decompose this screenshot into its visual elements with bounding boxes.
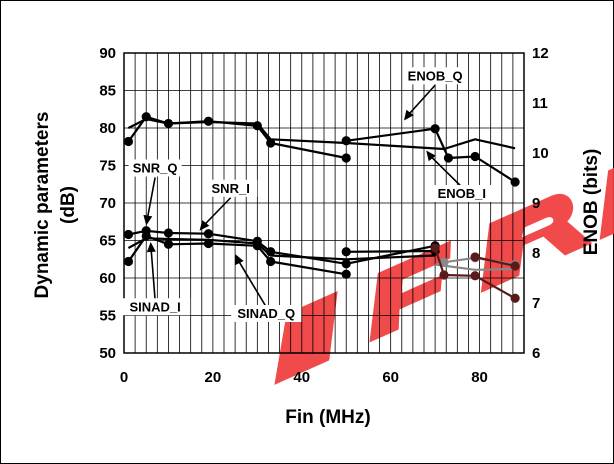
y-left-tick-label: 60 xyxy=(99,270,116,287)
data-point xyxy=(203,238,214,249)
annotation-label-bg xyxy=(231,305,302,322)
series-line xyxy=(474,255,516,268)
x-tick-label: 80 xyxy=(471,369,488,386)
annotation-arrowhead xyxy=(143,214,153,226)
data-point xyxy=(443,153,454,163)
annotation-arrow-line xyxy=(150,248,156,301)
y-right-tick-label: 11 xyxy=(532,95,548,112)
data-point xyxy=(341,269,351,279)
annotation-arrowhead xyxy=(235,254,244,265)
annotation-label: SNR_I xyxy=(212,181,250,196)
annotation-label: SINAD_I xyxy=(129,299,180,314)
annotation-arrow-line xyxy=(237,259,267,308)
series-line xyxy=(434,247,516,300)
y-left-tick-label: 65 xyxy=(99,233,116,250)
data-point xyxy=(510,177,520,187)
annotation-arrowhead xyxy=(404,109,414,121)
y-left-tick-label: 75 xyxy=(99,158,116,175)
annotation-label: SNR_Q xyxy=(133,161,178,176)
y-axis-left-title-line1: Dynamic parameters xyxy=(32,112,53,299)
y-axis-right-title: ENOB (bits) xyxy=(581,149,602,256)
data-point xyxy=(266,138,276,148)
data-point xyxy=(470,252,480,262)
annotation-label-bg xyxy=(404,67,466,85)
data-point xyxy=(439,270,449,280)
data-point xyxy=(266,256,276,267)
annotation-arrow-line xyxy=(407,84,436,116)
y-left-tick-label: 90 xyxy=(99,45,116,62)
y-left-tick-label: 70 xyxy=(99,195,116,212)
data-point xyxy=(203,229,214,239)
x-tick-label: 40 xyxy=(293,369,310,386)
annotation-label: ENOB_I xyxy=(438,186,486,201)
annotation-label-bg xyxy=(128,159,182,177)
x-tick-label: 0 xyxy=(120,369,128,386)
data-point xyxy=(341,247,351,257)
annotation-arrowhead xyxy=(426,150,436,162)
annotation-arrow-line xyxy=(203,197,232,226)
data-point xyxy=(163,239,174,249)
annotation-label: SINAD_Q xyxy=(237,306,295,321)
data-point xyxy=(470,151,480,162)
y-left-tick-label: 50 xyxy=(99,345,116,362)
annotation-label: ENOB_Q xyxy=(408,68,463,83)
y-left-tick-label: 55 xyxy=(99,308,116,325)
y-axis-left-title-line2: (dB) xyxy=(58,186,79,224)
y-left-tick-label: 80 xyxy=(99,120,116,137)
data-point xyxy=(341,259,351,269)
annotation-arrow-line xyxy=(429,155,463,188)
y-right-tick-label: 7 xyxy=(532,295,540,312)
y-left-tick-label: 85 xyxy=(99,83,116,100)
data-point xyxy=(163,228,174,238)
plot-area-border xyxy=(123,52,525,354)
y-right-tick-label: 8 xyxy=(532,245,540,262)
annotation-label-bg xyxy=(120,298,191,316)
series-line xyxy=(127,237,436,261)
annotation-label-bg xyxy=(204,179,258,197)
annotation-arrowhead xyxy=(146,242,156,253)
y-right-tick-label: 9 xyxy=(532,195,540,212)
data-point xyxy=(341,153,351,163)
data-point xyxy=(510,293,520,303)
y-right-tick-label: 12 xyxy=(532,45,549,62)
data-point xyxy=(123,256,134,267)
x-tick-label: 60 xyxy=(382,369,399,386)
annotation-arrow-line xyxy=(146,177,156,219)
annotation-label-bg xyxy=(430,185,493,202)
x-tick-label: 20 xyxy=(205,369,222,386)
data-point xyxy=(430,243,440,253)
series-line xyxy=(346,249,436,253)
annotation-arrowhead xyxy=(199,220,210,231)
y-right-tick-label: 6 xyxy=(532,345,540,362)
watermark-shape xyxy=(369,240,451,343)
series-line xyxy=(127,117,516,151)
y-right-tick-label: 10 xyxy=(532,145,549,162)
data-point xyxy=(123,136,134,147)
x-axis-title: Fin (MHz) xyxy=(285,407,370,428)
series-line xyxy=(434,263,516,271)
data-point xyxy=(123,229,134,240)
data-point xyxy=(430,124,440,134)
data-point xyxy=(470,271,480,281)
data-point xyxy=(510,261,520,271)
